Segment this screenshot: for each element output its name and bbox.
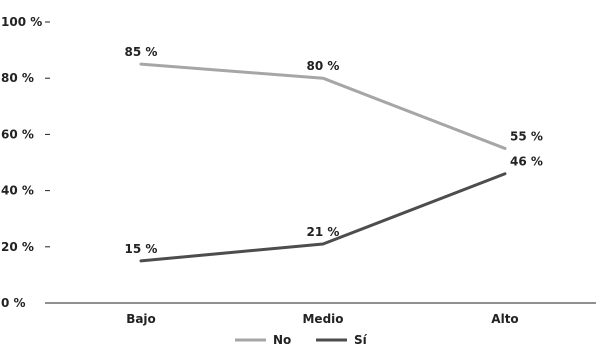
data-label: 46 % [510,155,543,169]
x-tick-label: Bajo [126,312,156,326]
series-line-si [139,172,507,263]
y-tick-label: 20 % [1,240,34,254]
x-axis: Bajo Medio Alto [50,302,596,326]
data-labels: 85 % 80 % 55 % 15 % 21 % 46 % [125,45,543,256]
legend: No Sí [235,333,368,347]
y-tick-label: 80 % [1,71,34,85]
y-axis: 0 % 20 % 40 % 60 % 80 % 100 % [1,15,50,310]
y-tick-label: 40 % [1,184,34,198]
series-layer [139,62,507,263]
data-label: 55 % [510,129,543,143]
data-label: 15 % [125,242,158,256]
y-tick-label: 0 % [1,296,26,310]
data-label: 21 % [307,225,340,239]
x-tick-label: Alto [491,312,518,326]
x-tick-label: Medio [302,312,343,326]
y-tick-label: 100 % [1,15,42,29]
series-line-no [139,62,507,150]
y-tick-label: 60 % [1,127,34,141]
data-label: 85 % [125,45,158,59]
data-label: 80 % [307,59,340,73]
legend-label-no: No [273,333,291,347]
legend-label-si: Sí [354,333,368,347]
